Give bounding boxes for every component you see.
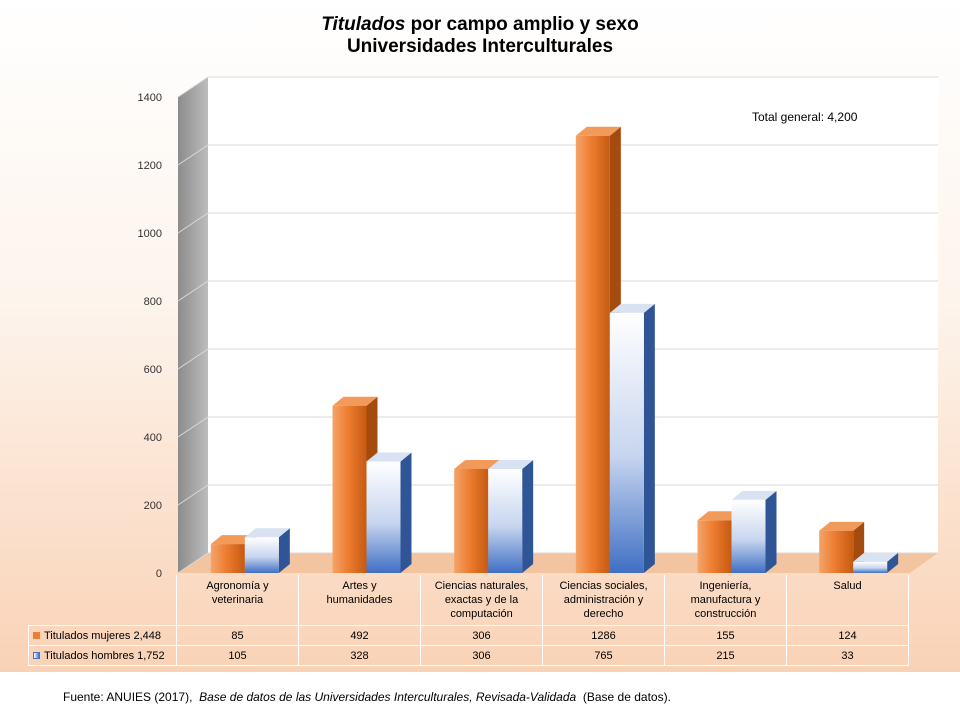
table-cell: 215 bbox=[664, 645, 787, 666]
legend-men: Titulados hombres 1,752 bbox=[28, 645, 177, 666]
table-cell: 85 bbox=[176, 625, 299, 646]
bar-men-front bbox=[366, 461, 401, 573]
bar-men bbox=[853, 552, 899, 573]
source-prefix: Fuente: ANUIES (2017), bbox=[63, 690, 193, 704]
bar-men-side bbox=[400, 452, 412, 573]
bar-men bbox=[244, 528, 290, 573]
bar-men-side bbox=[887, 552, 899, 573]
bar-men bbox=[366, 452, 412, 573]
bar-women-front bbox=[697, 520, 732, 573]
y-tick-label: 1000 bbox=[138, 228, 162, 240]
data-table-row-men: Titulados hombres 1,752 105 328 306 765 … bbox=[28, 645, 909, 666]
bar-men-top bbox=[244, 528, 290, 538]
y-tick-label: 1200 bbox=[138, 160, 162, 172]
chart-subtitle: Universidades Interculturales bbox=[346, 36, 614, 57]
bar-women-front bbox=[454, 468, 489, 573]
table-cell: 155 bbox=[664, 625, 787, 646]
bar-women-top bbox=[697, 511, 743, 521]
data-table: Agronomía y veterinaria Artes y humanidade… bbox=[28, 575, 909, 666]
table-cell: 492 bbox=[298, 625, 421, 646]
bar-men-front bbox=[609, 312, 644, 573]
chart-background bbox=[178, 77, 938, 573]
chart-title-rest: por campo amplio y sexo bbox=[410, 14, 639, 35]
category-label: Ciencias naturales, exactas y de la comput… bbox=[420, 575, 543, 626]
bar-men bbox=[609, 303, 655, 573]
bar-men-top bbox=[366, 452, 412, 462]
chart-side-wall bbox=[178, 77, 208, 573]
gridlines bbox=[177, 76, 938, 574]
gridline-side bbox=[177, 212, 209, 234]
bar-men-top bbox=[609, 303, 655, 313]
y-tick-label: 800 bbox=[144, 296, 162, 308]
gridline-side bbox=[177, 144, 209, 166]
y-tick-label: 200 bbox=[144, 500, 162, 512]
source-note: Fuente: ANUIES (2017), Base de datos de … bbox=[63, 690, 671, 704]
category-label: Ingeniería, manufactura y construcción bbox=[664, 575, 787, 626]
bar-women-front bbox=[210, 544, 245, 573]
y-tick-label: 1400 bbox=[138, 92, 162, 104]
table-cell: 328 bbox=[298, 645, 421, 666]
category-label: Salud bbox=[786, 575, 909, 626]
source-title: Base de datos de las Universidades Inter… bbox=[199, 690, 577, 704]
gridline-side bbox=[177, 552, 209, 574]
chart-panel: Titulados por campo amplio y sexo Univer… bbox=[0, 0, 960, 672]
bar-men-front bbox=[731, 499, 766, 573]
bar-women-top bbox=[819, 521, 865, 531]
legend-women: Titulados mujeres 2,448 bbox=[28, 625, 177, 646]
legend-swatch-women bbox=[33, 632, 40, 640]
gridline-side bbox=[177, 416, 209, 438]
bar-women-front bbox=[575, 135, 610, 573]
data-table-header-row: Agronomía y veterinaria Artes y humanidade… bbox=[28, 575, 909, 626]
y-tick-label: 0 bbox=[156, 568, 162, 580]
bar-chart: 0 200 400 600 800 1000 1200 1400 bbox=[138, 76, 938, 580]
gridline-side bbox=[177, 280, 209, 302]
bar-women-top bbox=[210, 535, 256, 545]
category-label: Artes y humanidades bbox=[298, 575, 421, 626]
table-cell: 306 bbox=[420, 625, 543, 646]
bar-men-side bbox=[278, 528, 290, 573]
category-label: Ciencias sociales, administración y derech… bbox=[542, 575, 665, 626]
bar-men-side bbox=[522, 459, 534, 573]
bar-women-front bbox=[332, 405, 367, 573]
chart-title: Titulados por campo amplio y sexo bbox=[0, 14, 960, 36]
bar-men-front bbox=[853, 561, 888, 573]
bar-men-side bbox=[765, 490, 777, 573]
bar-women-top bbox=[575, 126, 621, 136]
chart-title-italic: Titulados bbox=[321, 14, 406, 35]
bar-men-front bbox=[244, 537, 279, 573]
y-tick-label: 400 bbox=[144, 432, 162, 444]
y-axis: 0 200 400 600 800 1000 1200 1400 bbox=[138, 92, 162, 580]
category-label: Agronomía y veterinaria bbox=[176, 575, 299, 626]
chart-back-wall bbox=[208, 77, 938, 553]
source-suffix: (Base de datos). bbox=[582, 690, 671, 704]
total-general-label: Total general: 4,200 bbox=[752, 110, 858, 124]
table-cell: 124 bbox=[786, 625, 909, 646]
data-table-row-women: Titulados mujeres 2,448 85 492 306 1286 … bbox=[28, 625, 909, 646]
gridline-side bbox=[177, 484, 209, 506]
bar-men-top bbox=[853, 552, 899, 562]
bar-men-top bbox=[488, 459, 534, 469]
bar-women-top bbox=[332, 396, 378, 406]
bar-women-top bbox=[454, 459, 500, 469]
table-cell: 1286 bbox=[542, 625, 665, 646]
table-cell: 105 bbox=[176, 645, 299, 666]
table-cell: 306 bbox=[420, 645, 543, 666]
bars bbox=[210, 126, 899, 573]
table-cell: 765 bbox=[542, 645, 665, 666]
y-tick-label: 600 bbox=[144, 364, 162, 376]
legend-swatch-men bbox=[33, 652, 40, 660]
bar-women-front bbox=[819, 530, 854, 573]
bar-men bbox=[731, 490, 777, 573]
table-cell: 33 bbox=[786, 645, 909, 666]
bar-men-side bbox=[643, 303, 655, 573]
data-table-corner bbox=[28, 575, 177, 626]
gridline-side bbox=[177, 348, 209, 370]
bar-men-front bbox=[488, 468, 523, 573]
bar-men-top bbox=[731, 490, 777, 500]
bar-men bbox=[488, 459, 534, 573]
gridline-side bbox=[177, 76, 209, 98]
